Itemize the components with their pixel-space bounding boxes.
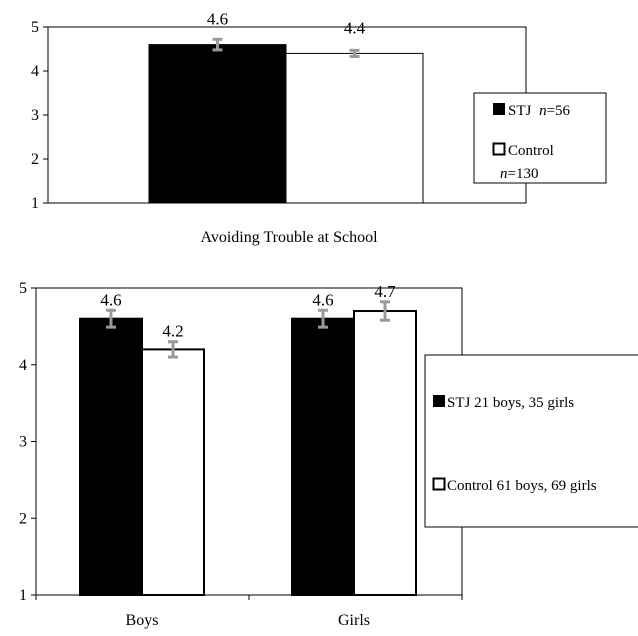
y-tick-label: 3 [19, 434, 27, 451]
data-label: 4.6 [100, 290, 121, 309]
error-bar [318, 308, 328, 329]
legend-control-n-line: n=130 [500, 166, 538, 182]
data-label: 4.2 [162, 322, 183, 341]
data-label: 4.6 [312, 290, 333, 309]
y-tick-label: 2 [31, 151, 39, 168]
error-bar [380, 300, 390, 322]
y-tick-label: 3 [31, 107, 39, 124]
legend: STJ 21 boys, 35 girls Control 61 boys, 6… [424, 354, 638, 528]
bar-stj [148, 44, 287, 204]
x-axis-label: Avoiding Trouble at School [200, 229, 378, 246]
error-bar [168, 340, 178, 359]
data-label: 4.6 [207, 10, 228, 29]
data-label: 4.7 [374, 282, 396, 301]
error-bar [106, 308, 116, 329]
legend-swatch-control [432, 477, 446, 491]
bars: 4.6 4.4 [148, 10, 424, 204]
legend-label-control: Control [508, 143, 554, 159]
legend-control-count: =130 [508, 166, 539, 182]
legend-stj-name: STJ [508, 103, 532, 119]
legend-control-n: n [500, 166, 508, 182]
legend-swatch-stj [433, 395, 445, 407]
y-tick-label: 4 [19, 357, 27, 374]
bar-stj-girls [291, 317, 355, 596]
y-axis: 1 2 3 4 5 [19, 280, 36, 604]
bar-control-boys [141, 348, 205, 596]
legend-swatch-stj [493, 103, 505, 115]
y-tick-label: 1 [31, 195, 39, 212]
y-tick-label: 4 [31, 63, 39, 80]
error-bar [349, 48, 360, 58]
error-bar [212, 37, 223, 52]
x-tick-label: Boys [126, 612, 159, 629]
bar-stj-boys [79, 317, 143, 596]
legend-stj-count: =56 [547, 103, 571, 119]
y-tick-label: 2 [19, 510, 27, 527]
legend-label-control: Control 61 boys, 69 girls [447, 478, 597, 494]
y-tick-label: 5 [19, 280, 27, 297]
legend-box [424, 354, 638, 528]
legend-label-stj: STJ n=56 [508, 103, 571, 119]
legend: STJ n=56 Control n=130 [473, 92, 607, 184]
x-tick-label: Girls [338, 612, 370, 629]
y-tick-label: 1 [19, 587, 27, 604]
legend-stj-n: n [539, 103, 547, 119]
chart-by-gender: 1 2 3 4 5 4.6 4.2 4.6 4.7 Boys Girls STJ 21 boys… [19, 280, 638, 629]
bar-control [285, 52, 424, 204]
legend-label-stj: STJ 21 boys, 35 girls [447, 395, 574, 411]
data-label: 4.4 [344, 18, 366, 37]
y-tick-label: 5 [31, 19, 39, 36]
bars: 4.6 4.2 4.6 4.7 [79, 282, 417, 596]
legend-swatch-control [492, 142, 506, 156]
bar-control-girls [353, 310, 417, 596]
x-axis: Boys Girls [35, 595, 463, 629]
y-axis: 1 2 3 4 5 [31, 19, 48, 212]
